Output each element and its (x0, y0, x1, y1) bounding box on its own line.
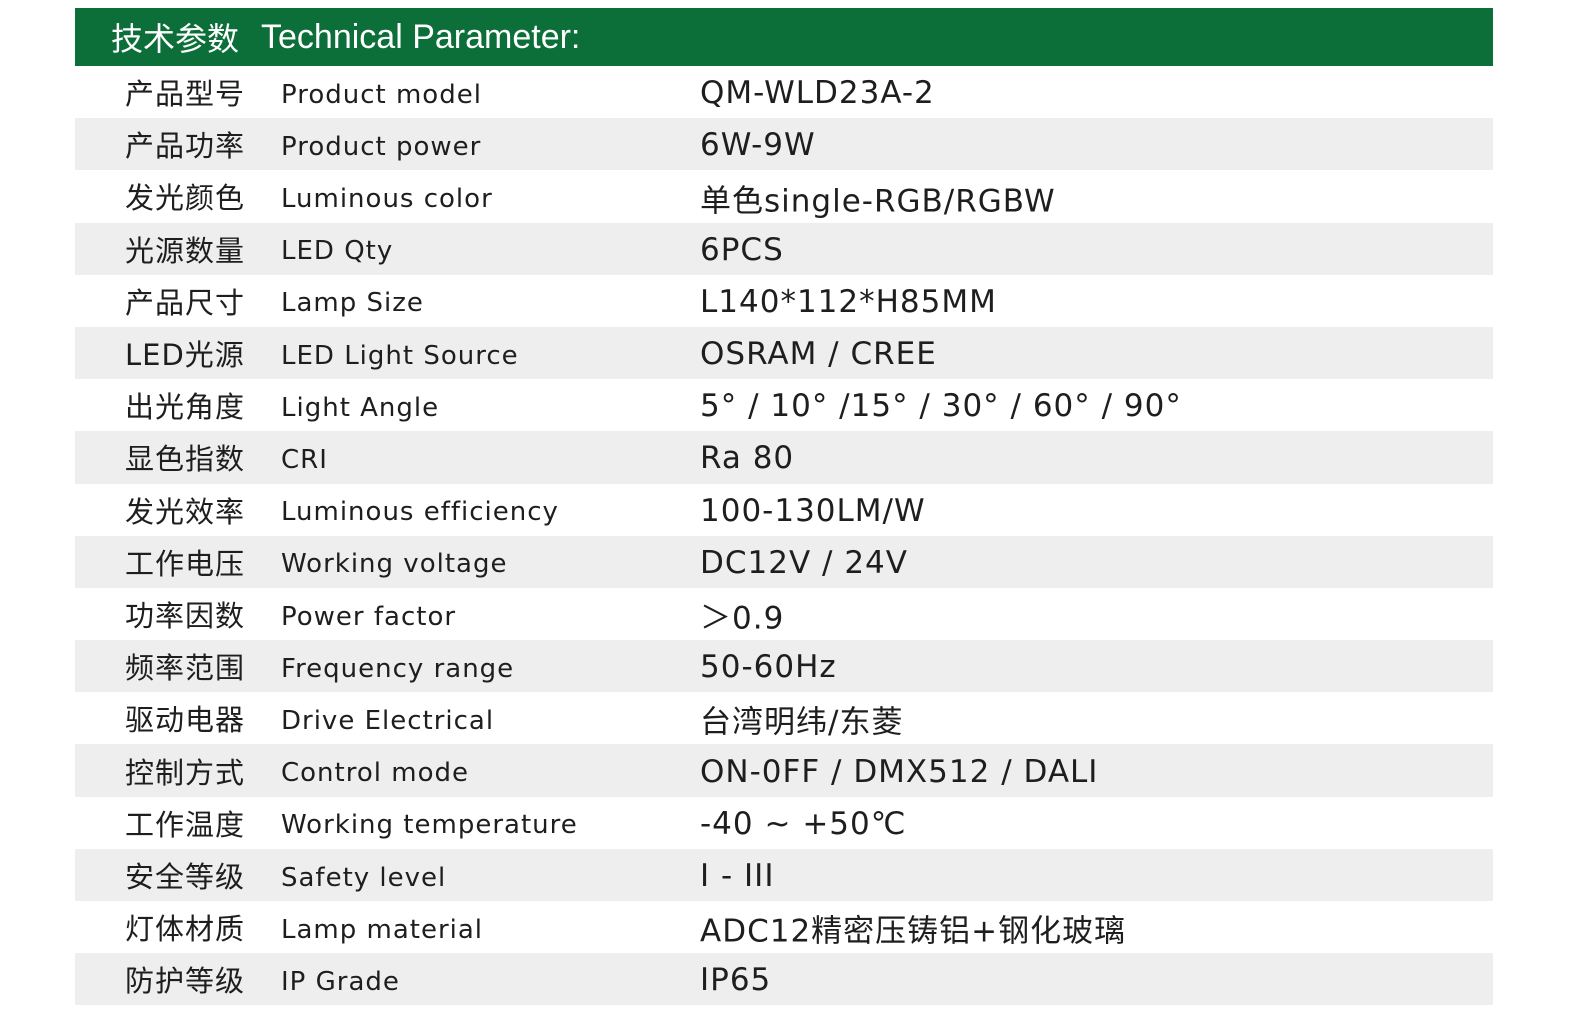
param-value: IP65 (700, 962, 772, 999)
param-name-cn: 功率因数 (125, 598, 246, 633)
param-value: 6PCS (700, 231, 784, 268)
table-row: 产品尺寸 Lamp Size L140*112*H85MM (75, 275, 1493, 327)
param-value: ＞0.9 (700, 600, 785, 637)
param-name-cn: 驱动电器 (125, 703, 246, 738)
table-row: 产品型号 Product model QM-WLD23A-2 (75, 66, 1493, 118)
table-row: 灯体材质 Lamp material ADC12精密压铸铝+钢化玻璃 (75, 901, 1493, 953)
table-header: 技术参数 Technical Parameter: (75, 8, 1493, 66)
param-name-cn: 控制方式 (125, 755, 246, 790)
param-value: OSRAM / CREE (700, 336, 937, 373)
header-title-en: Technical Parameter: (261, 17, 581, 56)
param-name-cn: 产品型号 (125, 77, 246, 112)
table-row: 安全等级 Safety level I - III (75, 848, 1493, 901)
table-row: 工作温度 Working temperature -40 ~ +50℃ (75, 797, 1493, 849)
param-value: ADC12精密压铸铝+钢化玻璃 (700, 913, 1127, 950)
param-value: DC12V / 24V (700, 544, 908, 581)
param-name-en: LED Light Source (281, 340, 519, 371)
table-row: 产品功率 Product power 6W-9W (75, 118, 1493, 171)
param-name-en: Frequency range (281, 653, 515, 684)
param-name-en: Lamp Size (281, 288, 424, 319)
param-name-en: Drive Electrical (281, 705, 495, 736)
param-name-cn: 产品功率 (125, 129, 246, 164)
spec-table: 产品型号 Product model QM-WLD23A-2 产品功率 Product … (75, 66, 1493, 1006)
table-row: 功率因数 Power factor ＞0.9 (75, 588, 1493, 640)
param-name-en: LED Qty (281, 236, 394, 267)
param-name-cn: 防护等级 (125, 964, 246, 999)
table-row: LED光源 LED Light Source OSRAM / CREE (75, 326, 1493, 380)
param-value: 台湾明纬/东菱 (700, 704, 904, 741)
param-name-cn: 显色指数 (125, 442, 246, 477)
param-name-en: Safety level (281, 862, 447, 893)
param-name-cn: 发光颜色 (125, 181, 246, 216)
header-title-cn: 技术参数 (111, 20, 240, 58)
param-value: 5° / 10° /15° / 30° / 60° / 90° (700, 388, 1182, 425)
table-row: 发光效率 Luminous efficiency 100-130LM/W (75, 484, 1493, 536)
param-value: Ra 80 (700, 440, 795, 477)
table-row: 发光颜色 Luminous color 单色single-RGB/RGBW (75, 170, 1493, 222)
param-value: 50-60Hz (700, 649, 837, 686)
param-name-cn: 灯体材质 (125, 912, 246, 947)
param-name-en: Luminous color (281, 184, 493, 215)
param-name-en: Luminous efficiency (281, 497, 559, 528)
param-value: L140*112*H85MM (700, 283, 997, 320)
param-name-en: CRI (281, 445, 328, 476)
table-row: 防护等级 IP Grade IP65 (75, 953, 1493, 1006)
param-name-en: Working temperature (281, 810, 578, 841)
table-row: 出光角度 Light Angle 5° / 10° /15° / 30° / 60°… (75, 379, 1493, 431)
param-value: 100-130LM/W (700, 492, 926, 529)
param-name-en: Control mode (281, 758, 469, 789)
param-name-cn: 工作电压 (125, 546, 246, 581)
param-value: I - III (700, 857, 775, 894)
param-value: 6W-9W (700, 127, 816, 164)
param-name-cn: 频率范围 (125, 651, 246, 686)
param-name-cn: 出光角度 (125, 390, 246, 425)
param-name-cn: 发光效率 (125, 494, 246, 529)
table-row: 控制方式 Control mode ON-0FF / DMX512 / DALI (75, 744, 1493, 797)
table-row: 光源数量 LED Qty 6PCS (75, 222, 1493, 275)
table-row: 工作电压 Working voltage DC12V / 24V (75, 535, 1493, 588)
param-name-en: Light Angle (281, 392, 440, 423)
param-name-en: Product power (281, 131, 482, 162)
param-value: 单色single-RGB/RGBW (700, 183, 1056, 219)
table-row: 频率范围 Frequency range 50-60Hz (75, 640, 1493, 693)
param-name-cn: 工作温度 (125, 807, 246, 842)
param-name-cn: 光源数量 (125, 233, 246, 268)
table-row: 驱动电器 Drive Electrical 台湾明纬/东菱 (75, 692, 1493, 744)
param-value: QM-WLD23A-2 (700, 75, 935, 112)
param-name-en: Product model (281, 79, 482, 110)
param-value: ON-0FF / DMX512 / DALI (700, 753, 1099, 790)
param-name-cn: 安全等级 (125, 859, 246, 894)
table-row: 显色指数 CRI Ra 80 (75, 431, 1493, 484)
param-name-en: Working voltage (281, 549, 508, 580)
param-name-en: IP Grade (281, 966, 400, 997)
param-name-cn: LED光源 (125, 338, 245, 373)
param-name-en: Lamp material (281, 914, 484, 945)
param-value: -40 ~ +50℃ (700, 805, 907, 842)
param-name-cn: 产品尺寸 (125, 285, 246, 320)
param-name-en: Power factor (281, 601, 457, 632)
